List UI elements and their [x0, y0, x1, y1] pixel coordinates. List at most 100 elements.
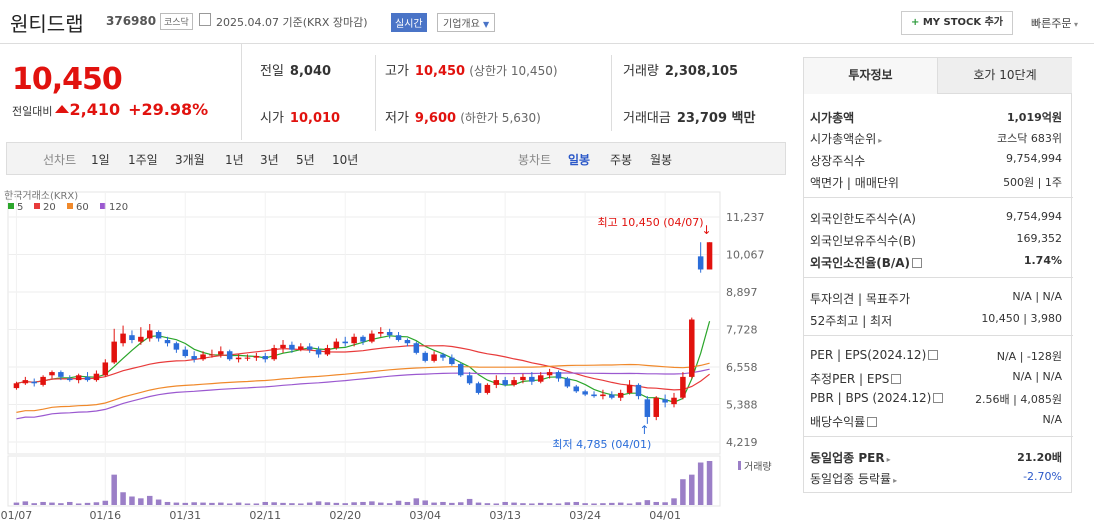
candle-body: [67, 378, 73, 381]
opinion-row: 투자의견 | 목표주가 N/A | N/A: [810, 290, 1066, 307]
candle-body: [342, 341, 348, 344]
x-tick-label: 02/11: [249, 509, 281, 522]
candle-body: [31, 381, 37, 384]
candle: [191, 351, 197, 363]
volume-bar: [369, 501, 375, 505]
candle: [58, 370, 64, 381]
market-cap-row: 시가총액 1,019억원: [810, 109, 1066, 126]
upper-limit: (상한가 10,450): [469, 64, 558, 78]
period-3m[interactable]: 3개월: [175, 153, 205, 167]
candle-body: [404, 340, 411, 344]
y-tick-label: 8,897: [726, 286, 758, 299]
cap-rank-label: 시가총액순위: [810, 132, 877, 146]
mystock-add-button[interactable]: + MY STOCK 추가: [901, 11, 1013, 35]
candle: [617, 389, 624, 401]
divider: [804, 277, 1073, 278]
divider: [804, 197, 1073, 198]
foreign-hold-label: 외국인보유주식수(B): [810, 234, 916, 248]
info-icon[interactable]: [867, 417, 878, 427]
legend-label: 20: [43, 202, 56, 213]
candle: [289, 341, 295, 353]
volume-label: 거래량: [623, 64, 659, 79]
period-1y[interactable]: 1년: [225, 153, 244, 167]
legend-label: 60: [76, 202, 89, 213]
mystock-label: MY STOCK 추가: [922, 17, 1004, 28]
corp-info-dropdown[interactable]: 기업개요 ▼: [437, 13, 496, 32]
candle: [386, 328, 393, 339]
candle: [378, 327, 384, 337]
candle: [306, 343, 313, 353]
volume-bar: [564, 502, 571, 505]
candle: [324, 344, 331, 357]
change-amount: 2,410: [69, 100, 121, 119]
period-5y[interactable]: 5년: [296, 153, 315, 167]
candle: [360, 335, 366, 345]
plus-icon: +: [910, 17, 920, 28]
candle-body: [209, 354, 215, 356]
stock-header: 원티드랩 376980 코스닥 2025.04.07 기준(KRX 장마감) 실…: [0, 0, 1094, 44]
candle-body: [333, 341, 340, 349]
price-chart[interactable]: 한국거래소(KRX) 5 20 60 120 11,237 10,067 8,897 7,7…: [0, 186, 790, 530]
candle-body: [378, 332, 384, 334]
line-chart-label[interactable]: 선차트: [43, 153, 77, 167]
change-percent: +29.98%: [128, 100, 209, 119]
candle: [40, 375, 46, 387]
candle-monthly[interactable]: 월봉: [650, 153, 673, 167]
x-tick-label: 01/31: [169, 509, 201, 522]
candle-body: [582, 391, 588, 395]
period-3y[interactable]: 3년: [260, 153, 279, 167]
candle-body: [289, 344, 295, 350]
price-change: 전일대비 2,410 +29.98%: [12, 100, 208, 119]
sector-chg-row: 동일업종 등락률 ▸ -2.70%: [810, 470, 1066, 487]
period-1w[interactable]: 1주일: [128, 153, 158, 167]
candle-body: [600, 394, 606, 397]
candle-body: [386, 332, 393, 336]
realtime-button[interactable]: 실시간: [391, 13, 427, 32]
candle: [564, 376, 571, 389]
candle: [182, 346, 189, 358]
info-icon[interactable]: [891, 374, 902, 384]
candle: [253, 352, 260, 361]
info-icon[interactable]: [928, 350, 939, 360]
header-divider: [0, 43, 1094, 44]
ma-line-120: [16, 368, 710, 420]
volume-bar: [235, 502, 242, 505]
candle-body: [413, 343, 420, 353]
up-arrow-icon: [55, 105, 70, 113]
candle: [138, 327, 144, 345]
y-tick-label: 10,067: [726, 249, 765, 262]
volume-bar: [697, 462, 704, 505]
candle-body: [271, 348, 277, 360]
chevron-down-icon: ▼: [483, 20, 490, 29]
period-1d[interactable]: 1일: [91, 153, 110, 167]
candle-body: [164, 340, 171, 344]
candle-daily[interactable]: 일봉: [568, 153, 591, 167]
tab-orderbook[interactable]: 호가 10단계: [938, 58, 1072, 94]
candle-body: [111, 341, 117, 363]
period-10y[interactable]: 10년: [332, 153, 359, 167]
candle-body: [235, 357, 242, 360]
divider: [241, 44, 242, 140]
candle-body: [591, 394, 597, 397]
info-icon[interactable]: [912, 258, 923, 268]
candle-body: [13, 383, 20, 389]
ma-line-60: [16, 362, 710, 413]
cap-rank-value: 코스닥 683위: [997, 132, 1062, 145]
candle: [395, 332, 402, 342]
candle: [662, 394, 668, 408]
volume-bar: [191, 502, 197, 505]
cap-rank-row[interactable]: 시가총액순위 ▸ 코스닥 683위: [810, 130, 1066, 147]
info-icon[interactable]: [933, 393, 944, 403]
tab-invest-info[interactable]: 투자정보: [804, 58, 938, 94]
candle-body: [680, 376, 686, 398]
quick-order-button[interactable]: 빠른주문 ▾: [1031, 15, 1078, 31]
volume-bar: [102, 500, 109, 505]
candle-chart-label: 봉차트: [518, 153, 552, 167]
x-tick-label: 03/13: [489, 509, 521, 522]
candle: [680, 372, 686, 400]
candle-body: [484, 384, 491, 393]
y-tick-label: 11,237: [726, 211, 765, 224]
high-label: 고가: [385, 64, 409, 79]
candle-weekly[interactable]: 주봉: [610, 153, 633, 167]
volume-bar: [395, 500, 402, 505]
